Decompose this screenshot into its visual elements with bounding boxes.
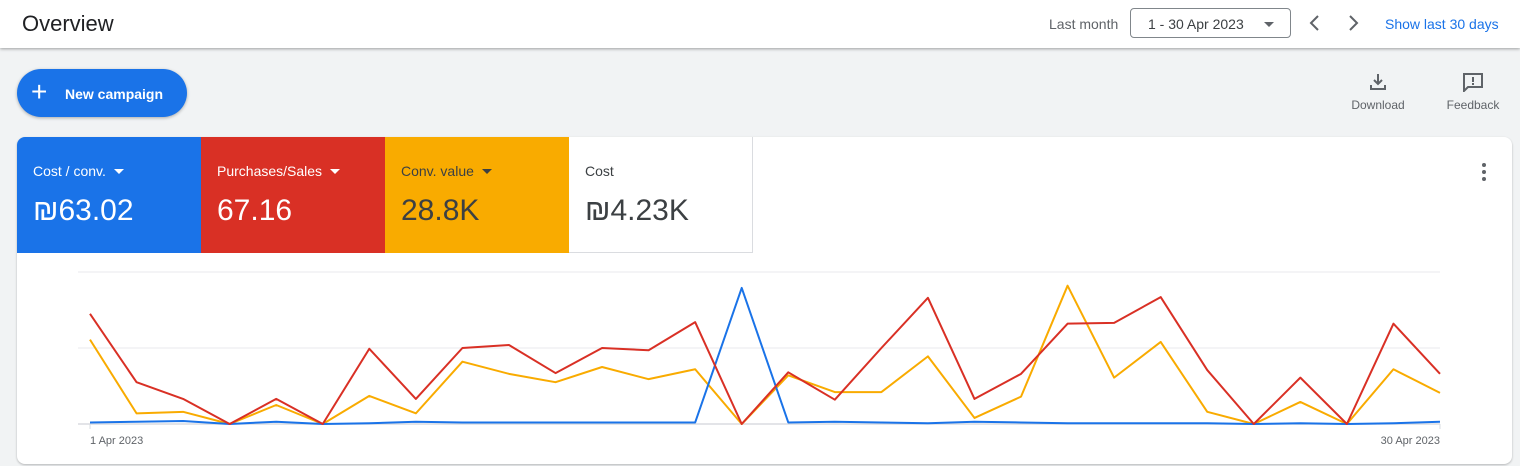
metric-value: ₪4.23K: [585, 194, 689, 227]
feedback-label: Feedback: [1446, 98, 1500, 112]
metric-tile-2[interactable]: Conv. value 28.8K: [385, 137, 569, 253]
new-campaign-label: New campaign: [65, 86, 164, 102]
overview-chart-card: Cost / conv. ₪63.02 Purchases/Sales 67.16 Co…: [17, 137, 1512, 464]
more-options-icon[interactable]: [1482, 163, 1488, 184]
caret-down-icon[interactable]: [330, 168, 341, 174]
chevron-right-icon[interactable]: [1344, 12, 1364, 34]
x-tick-label-start: 1 Apr 2023: [90, 435, 143, 447]
new-campaign-button[interactable]: + New campaign: [17, 69, 187, 117]
chevron-left-icon[interactable]: [1304, 12, 1324, 34]
top-bar: Overview Last month 1 - 30 Apr 2023 Show…: [0, 0, 1520, 48]
plus-icon: +: [31, 76, 48, 107]
series-line-purchases-sales: [89, 296, 1441, 425]
metric-tile-1[interactable]: Purchases/Sales 67.16: [201, 137, 385, 253]
feedback-button[interactable]: Feedback: [1433, 72, 1513, 112]
metric-tile-0[interactable]: Cost / conv. ₪63.02: [17, 137, 201, 253]
metric-name: Conv. value: [401, 163, 474, 179]
performance-line-chart: 1 Apr 2023 30 Apr 2023: [78, 271, 1441, 447]
series-line-cost-conv-: [89, 286, 1441, 425]
date-range-value: 1 - 30 Apr 2023: [1148, 16, 1244, 32]
metric-tile-3[interactable]: Cost ₪4.23K: [569, 137, 753, 253]
metric-value: 28.8K: [401, 194, 480, 227]
metric-value: 67.16: [217, 194, 293, 227]
metric-name: Cost / conv.: [33, 163, 106, 179]
caret-down-icon: [1264, 22, 1274, 27]
page-title: Overview: [22, 11, 114, 36]
date-range-select[interactable]: 1 - 30 Apr 2023: [1130, 8, 1291, 38]
feedback-icon: [1463, 73, 1483, 92]
download-icon: [1370, 74, 1386, 90]
caret-down-icon[interactable]: [113, 168, 124, 174]
download-label: Download: [1351, 98, 1405, 112]
x-tick-label-end: 30 Apr 2023: [1381, 435, 1440, 447]
show-last-30-days-link[interactable]: Show last 30 days: [1385, 16, 1499, 32]
metric-value: ₪63.02: [33, 194, 134, 227]
metric-name: Cost: [585, 163, 614, 179]
download-button[interactable]: Download: [1338, 72, 1418, 112]
date-range-label: Last month: [1049, 16, 1119, 32]
metric-name: Purchases/Sales: [217, 163, 323, 179]
caret-down-icon[interactable]: [481, 168, 492, 174]
